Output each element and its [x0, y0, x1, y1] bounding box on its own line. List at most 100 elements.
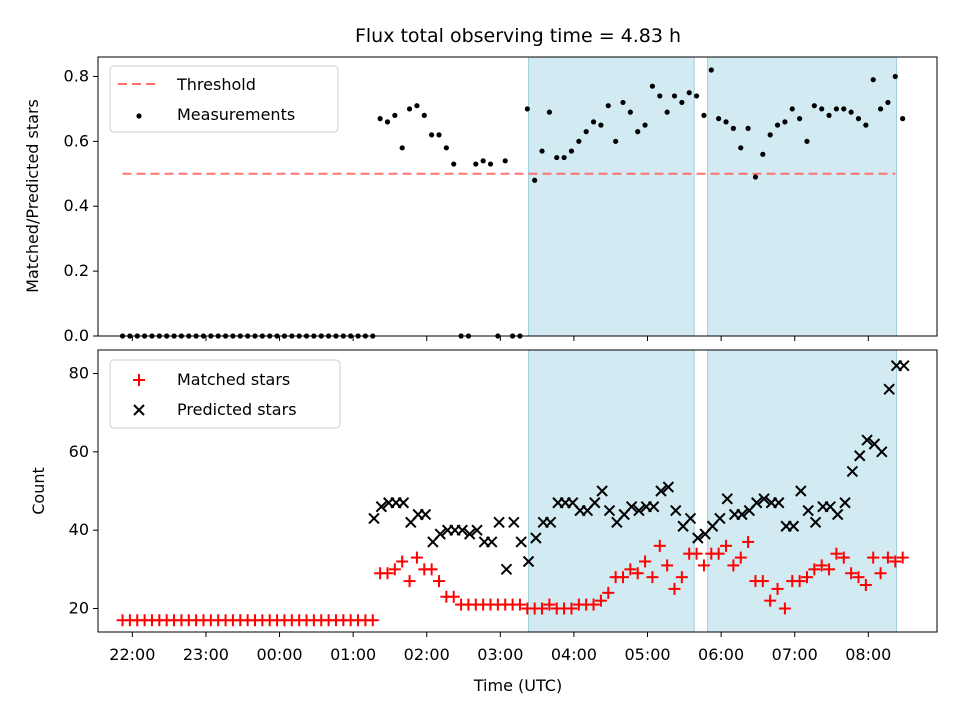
predicted-point [750, 497, 763, 509]
bottom-panel: 20 40 60 80 22:00 23:00 00:00 01:00 02:00 03:00 0… [29, 349, 938, 695]
measurement-point [443, 145, 449, 151]
predicted-point [861, 434, 873, 446]
measurement-point [392, 112, 398, 118]
y-tick-label: 60 [69, 442, 89, 461]
predicted-point [670, 504, 682, 517]
measurement-point [863, 122, 869, 128]
measurement-point [789, 106, 795, 112]
x-tick-label: 22:00 [109, 645, 155, 664]
measurement-point [760, 151, 766, 157]
measurement-point [473, 161, 479, 167]
top-legend: Threshold Measurements [109, 65, 339, 133]
predicted-point [883, 383, 895, 395]
measurement-point [671, 93, 678, 99]
x-tick-label: 00:00 [256, 645, 302, 664]
measurement-point [635, 129, 641, 135]
matched-point [881, 551, 894, 564]
measurement-point [693, 93, 700, 99]
matched-point [543, 598, 556, 611]
observing-window-1 [528, 349, 695, 633]
predicted-point [456, 524, 469, 536]
measurement-point [877, 106, 884, 112]
matched-point [653, 539, 666, 552]
measurement-point [745, 125, 751, 131]
y-tick-label: 0.8 [64, 66, 89, 85]
predicted-point [434, 528, 446, 540]
top-y-ticks: 0.0 0.2 0.4 0.6 0.8 [64, 66, 98, 345]
predicted-point [787, 520, 800, 532]
measurement-point [892, 73, 898, 80]
top-panel: 0.00.20.40.60.8 Matched/Predicted stars … [23, 56, 938, 345]
legend-predicted-label: Predicted stars [177, 400, 297, 419]
measurement-point [598, 122, 604, 128]
bottom-x-ticks: 22:00 23:00 00:00 01:00 02:00 03:00 04:00 05:00… [109, 632, 891, 664]
bottom-observing-windows [528, 349, 898, 633]
matched-point [410, 551, 423, 564]
x-axis-label: Time (UTC) [473, 676, 562, 695]
matched-point [778, 602, 791, 615]
top-observing-windows [528, 56, 898, 337]
y-tick-label: 80 [69, 364, 89, 383]
measurement-point [657, 93, 663, 99]
matched-point [513, 598, 526, 611]
matched-point [425, 563, 438, 576]
predicted-point [647, 500, 660, 513]
measurement-point [701, 112, 707, 118]
matched-point [602, 586, 615, 599]
predicted-point [714, 512, 726, 525]
matched-point [447, 590, 460, 603]
x-tick-label: 02:00 [404, 645, 450, 664]
predicted-point [463, 528, 476, 540]
observing-window-1 [528, 56, 695, 337]
bottom-y-axis-label: Count [29, 467, 48, 515]
matched-point [727, 559, 740, 572]
matched-point [668, 582, 681, 595]
measurement-point [708, 67, 714, 73]
predicted-point [375, 500, 388, 513]
x-tick-label: 05:00 [624, 645, 670, 664]
measurement-point [664, 109, 670, 115]
x-tick-label: 01:00 [330, 645, 376, 664]
predicted-point [603, 504, 616, 517]
measurement-point [436, 132, 442, 138]
predicted-point [508, 516, 520, 529]
legend-predicted-swatch [133, 404, 145, 416]
measurement-point [554, 154, 560, 161]
matched-point [756, 575, 769, 588]
measurement-point [620, 99, 626, 106]
matched-point [403, 575, 416, 588]
measurement-point [686, 90, 692, 96]
matched-point [587, 598, 600, 611]
matched-point [639, 555, 652, 568]
matched-point [366, 614, 379, 627]
y-tick-label: 40 [69, 520, 89, 539]
x-tick-label: 23:00 [183, 645, 229, 664]
matched-points [116, 535, 909, 627]
bottom-y-ticks: 20 40 60 80 [69, 364, 98, 618]
y-tick-label: 0.4 [64, 196, 89, 215]
matched-point [616, 571, 629, 584]
measurement-point [870, 77, 876, 83]
matched-point [823, 563, 836, 576]
measurement-point [627, 109, 633, 115]
matched-point [396, 555, 409, 568]
predicted-point [530, 532, 542, 544]
matched-point [624, 563, 637, 576]
x-tick-label: 08:00 [845, 645, 891, 664]
top-x-ticks [131, 336, 869, 341]
measurement-point [900, 116, 906, 122]
predicted-point [522, 555, 535, 568]
matched-point [764, 594, 777, 607]
matched-point [734, 551, 747, 564]
predicted-point [471, 524, 483, 536]
matched-point [859, 579, 872, 591]
matched-point [690, 547, 703, 560]
matched-point [631, 567, 644, 580]
measurement-point [384, 119, 391, 125]
x-tick-label: 04:00 [551, 645, 597, 664]
measurement-point [524, 106, 530, 112]
measurement-point [782, 119, 788, 125]
predicted-point [795, 485, 807, 497]
predicted-point [684, 512, 697, 525]
